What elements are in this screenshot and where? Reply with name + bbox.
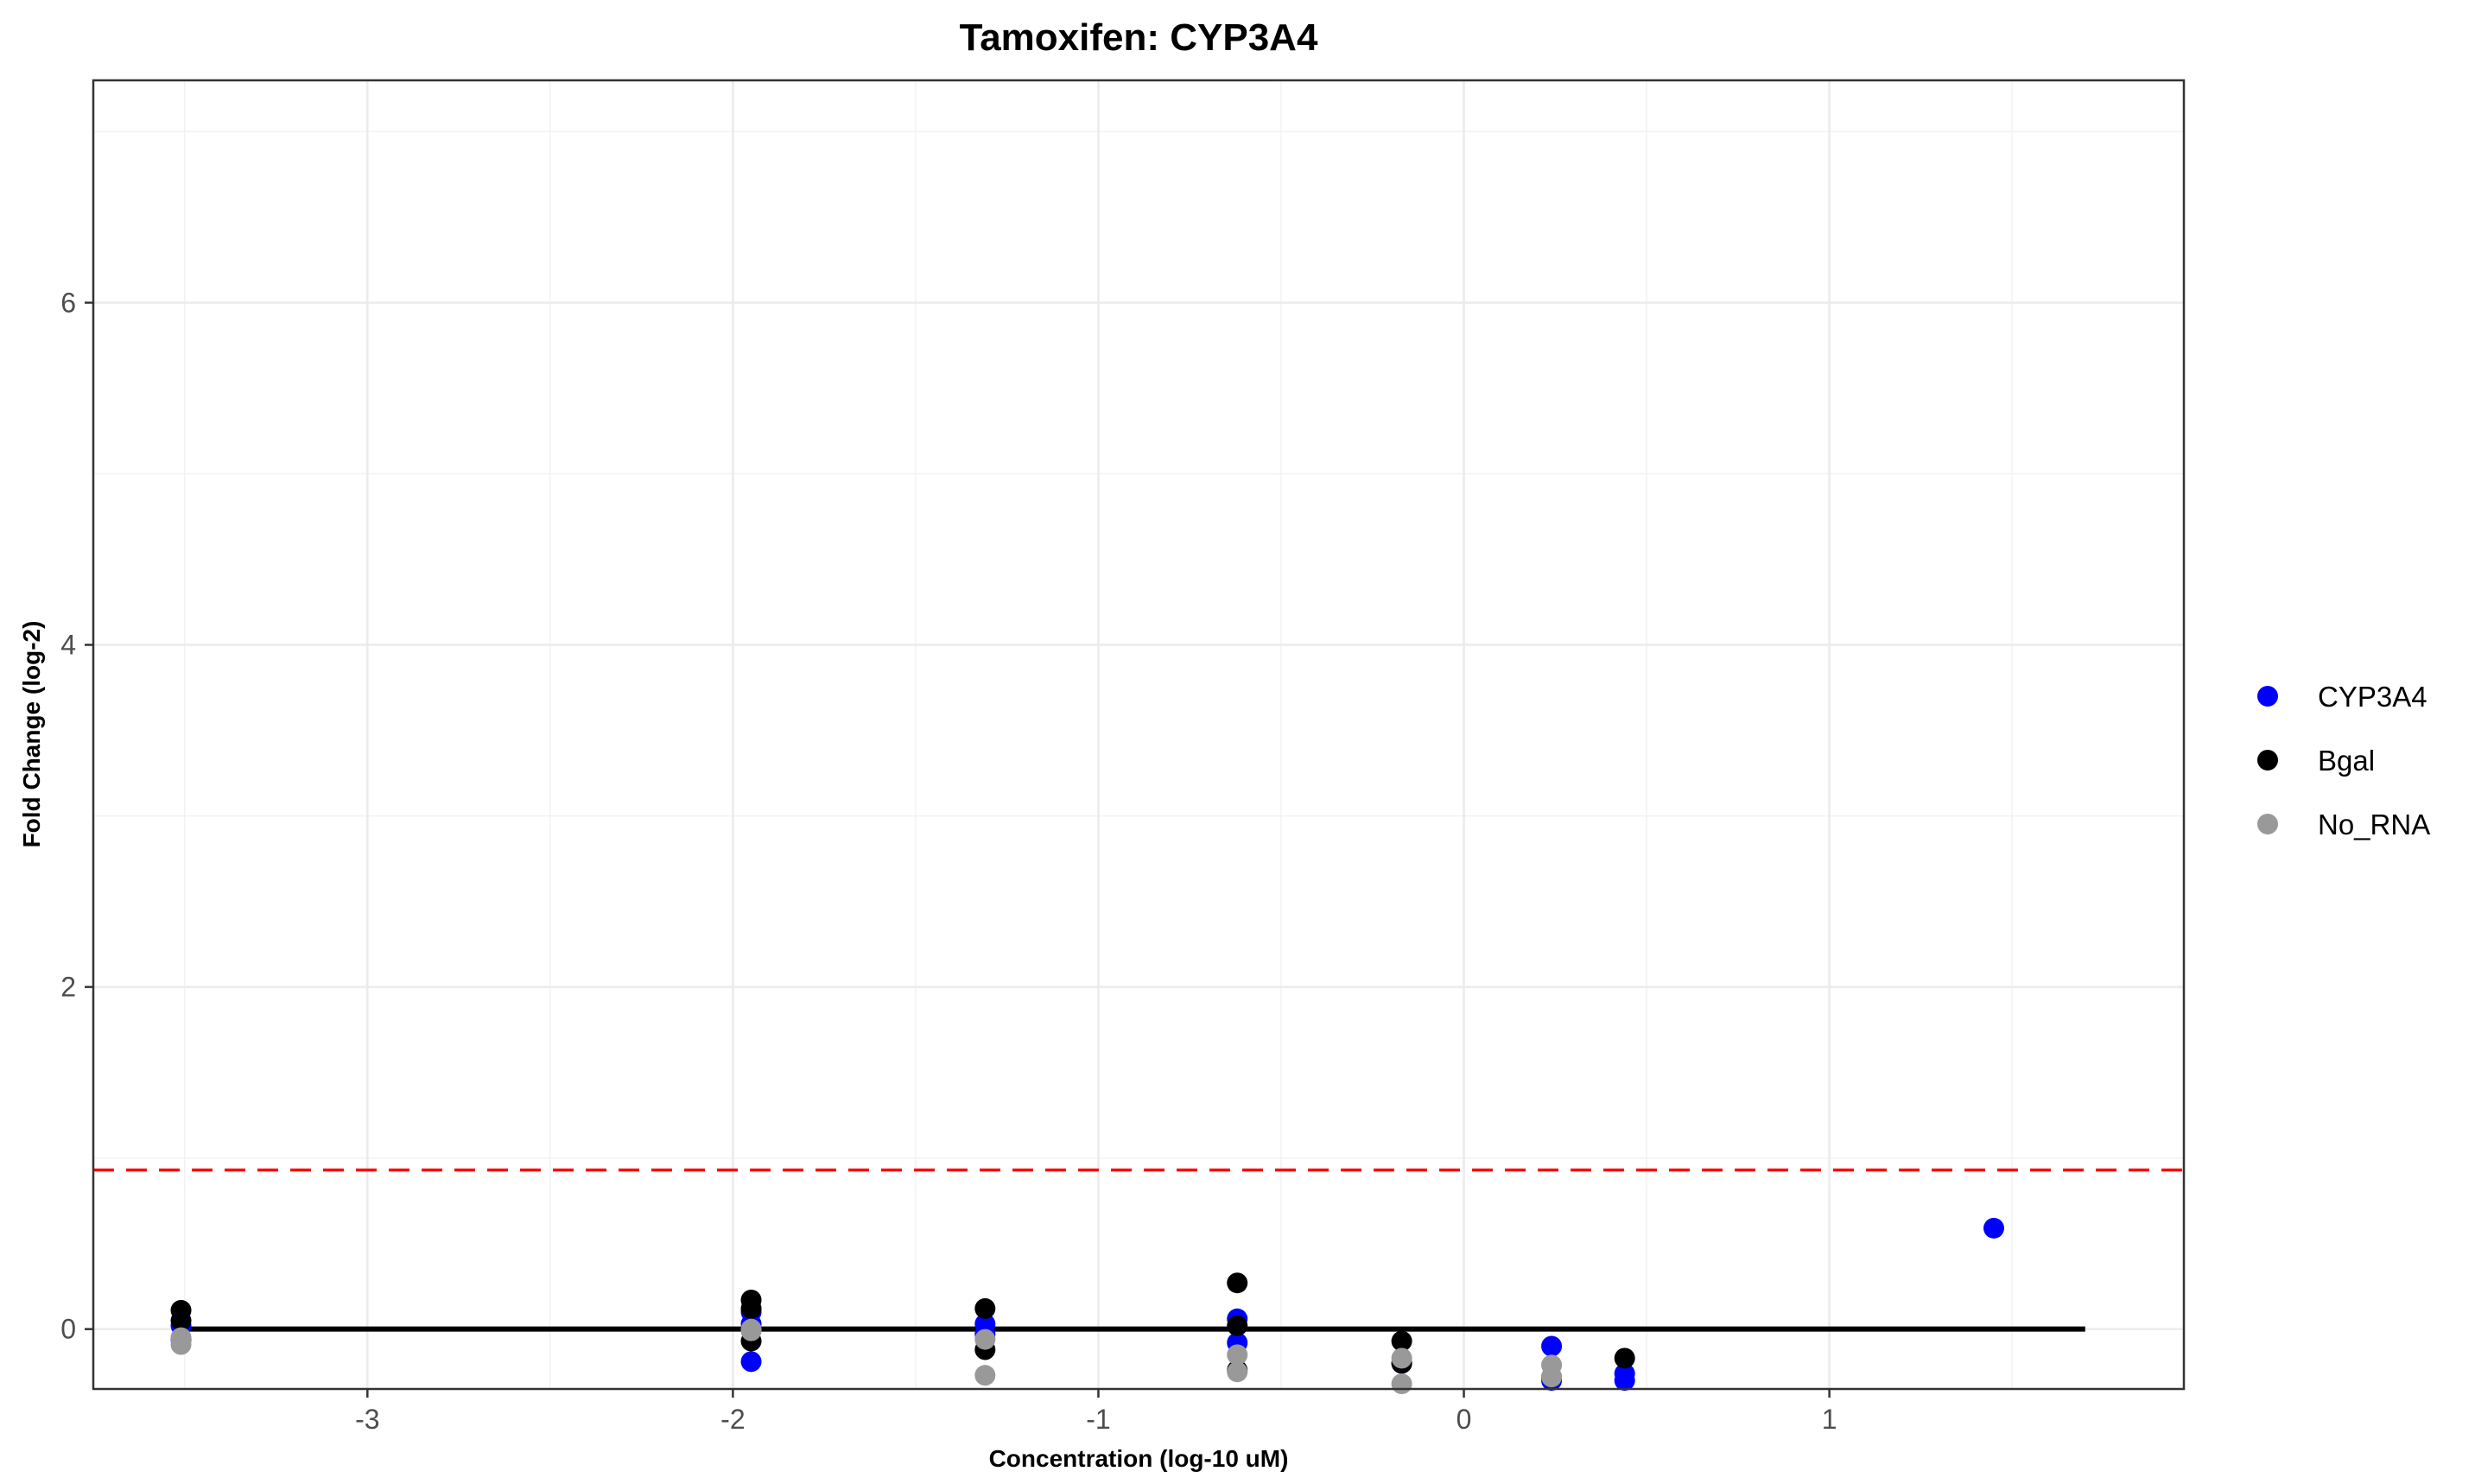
legend-key-bgal [2257,750,2278,771]
legend: CYP3A4 Bgal No_RNA [2257,681,2430,840]
grid [93,80,2184,1389]
data-point-no-rna [1391,1373,1412,1395]
legend-label: CYP3A4 [2318,681,2427,713]
legend-key-cyp3a4 [2257,686,2278,707]
data-point-no-rna [1227,1361,1248,1383]
data-point-cyp3a4 [1983,1217,2004,1239]
data-point-bgal [1391,1330,1412,1352]
data-point-bgal [1614,1348,1635,1369]
y-tick-label: 0 [60,1314,76,1345]
data-point-bgal [974,1297,996,1319]
x-tick-label: -3 [355,1404,379,1435]
data-point-no-rna [974,1329,996,1350]
x-tick-label: -2 [720,1404,745,1435]
data-point-no-rna [1227,1344,1248,1366]
data-point-cyp3a4 [1541,1335,1563,1357]
y-axis-title: Fold Change (log-2) [18,621,45,848]
legend-label: Bgal [2318,745,2375,777]
data-point-cyp3a4 [740,1351,762,1373]
data-point-no-rna [740,1320,762,1341]
y-tick-label: 6 [60,287,76,318]
y-tick-label: 4 [60,630,76,661]
data-point-bgal [170,1310,192,1331]
y-axis: 0 2 4 6 [60,287,93,1345]
chart-title: Tamoxifen: CYP3A4 [960,16,1318,59]
data-point-no-rna [1541,1367,1563,1388]
data-points [170,1217,2004,1395]
reference-lines [93,1168,2184,1332]
data-point-bgal [1227,1315,1248,1336]
x-tick-label: 1 [1822,1404,1837,1435]
legend-key-no-rna [2257,814,2278,834]
plot-panel-border [92,79,2186,1391]
data-point-bgal [1227,1272,1248,1294]
data-point-no-rna [1391,1348,1412,1369]
data-point-bgal [740,1297,762,1319]
data-point-no-rna [170,1334,192,1355]
data-point-no-rna [974,1365,996,1386]
legend-label: No_RNA [2318,809,2430,840]
x-tick-label: -1 [1086,1404,1110,1435]
y-tick-label: 2 [60,972,76,1003]
x-tick-label: 0 [1456,1404,1472,1435]
x-axis: -3 -2 -1 0 1 [355,1389,1837,1435]
data-point-cyp3a4 [1614,1370,1635,1392]
x-axis-title: Concentration (log-10 uM) [989,1445,1289,1472]
